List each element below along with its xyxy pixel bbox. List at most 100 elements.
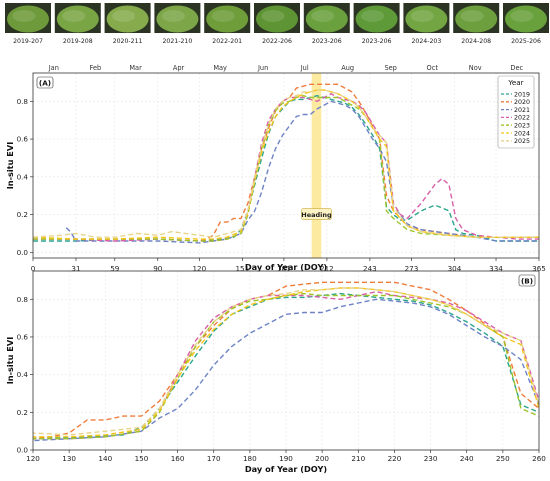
photo-date-label: 2022-201 [212, 38, 242, 45]
x-tick-label: 120 [26, 454, 40, 463]
x-tick-label: 151 [235, 264, 249, 273]
series-line-2023 [33, 95, 539, 242]
x-tick-label: 230 [424, 454, 438, 463]
photo-canopy [455, 5, 498, 33]
photo-canopy [56, 5, 99, 33]
x-tick-label: 59 [110, 264, 120, 273]
series-group [33, 83, 539, 244]
photo-canopy [106, 5, 149, 33]
series-line-2021 [33, 298, 539, 442]
panel-label-box [36, 76, 54, 89]
legend-entry: 2020 [514, 99, 530, 106]
y-tick-label: 0.8 [17, 97, 29, 106]
month-label: Dec [510, 64, 523, 72]
x-tick-label: 130 [62, 454, 76, 463]
series-line-2023 [33, 292, 539, 440]
x-tick-label: 150 [135, 454, 149, 463]
month-label: Nov [469, 64, 482, 72]
photo-highlight [361, 10, 385, 22]
y-axis-label: In-situ EVI [5, 142, 15, 190]
photo-highlight [12, 10, 36, 22]
y-tick-label: 0.6 [17, 135, 29, 144]
photo-canopy [505, 5, 547, 33]
legend-entry: 2021 [514, 107, 530, 114]
x-tick-label: 31 [71, 264, 80, 273]
series-line-2024 [33, 287, 539, 438]
photo-canopy [405, 5, 448, 33]
x-tick-label: 273 [405, 264, 419, 273]
photo-canopy [305, 5, 348, 33]
series-line-2025 [33, 89, 539, 238]
x-tick-label: 180 [243, 454, 257, 463]
field-photo: 2022-201 [204, 3, 251, 45]
month-label: Feb [90, 64, 102, 72]
series-line-2019 [33, 95, 539, 242]
month-label: Jun [257, 64, 268, 72]
month-label: Mar [129, 64, 142, 72]
x-tick-label: 210 [351, 454, 365, 463]
photo-highlight [211, 10, 235, 22]
x-tick-label: 200 [315, 454, 329, 463]
photo-highlight [410, 10, 434, 22]
legend-title: Year [507, 78, 523, 87]
x-tick-label: 304 [448, 264, 462, 273]
series-line-2022 [33, 291, 539, 440]
x-axis-label: Day of Year (DOY) [245, 464, 328, 474]
photo-date-label: 2023-206 [362, 38, 392, 45]
photo-date-label: 2022-206 [262, 38, 292, 45]
field-photo: 2022-206 [254, 3, 300, 45]
field-photo: 2019-208 [54, 3, 101, 45]
photo-date-label: 2024-203 [412, 38, 442, 45]
x-tick-label: 250 [496, 454, 510, 463]
photo-date-label: 2020-211 [113, 38, 143, 45]
photo-highlight [112, 10, 136, 22]
x-tick-label: 260 [532, 454, 546, 463]
panel-b: 120 130 140 150 160 170 180 190 200 210 220 230 240 2… [5, 270, 546, 474]
month-label: Jul [300, 64, 309, 72]
photo-highlight [62, 10, 86, 22]
photo-date-label: 2023-206 [312, 38, 342, 45]
x-tick-label: 170 [207, 454, 221, 463]
field-photo: 2024-203 [403, 3, 450, 45]
x-tick-label: 365 [532, 264, 546, 273]
legend-entry: 2024 [514, 130, 530, 137]
series-line-2024 [33, 89, 539, 240]
legend-entry: 2023 [514, 123, 530, 130]
x-tick-label: 240 [460, 454, 474, 463]
month-label: Sep [384, 64, 396, 72]
month-label: Jan [48, 64, 59, 72]
panel-label: (B) [521, 276, 533, 285]
x-tick-label: 120 [192, 264, 206, 273]
field-photo: 2020-211 [104, 3, 151, 45]
photo-canopy [7, 5, 49, 33]
field-photo: 2023-206 [303, 3, 350, 45]
y-tick-label: 0.0 [17, 446, 29, 455]
y-tick-label: 0.0 [17, 248, 29, 257]
legend-entry: 2022 [514, 115, 530, 122]
heading-label-box [301, 208, 332, 220]
month-label: Oct [427, 64, 439, 72]
series-line-2020 [33, 83, 539, 242]
photo-date-label: 2025-206 [511, 38, 541, 45]
field-photo: 2024-208 [453, 3, 500, 45]
photo-strip: 2019-207 2019-208 2020-211 2021-210 2022-201… [5, 3, 549, 45]
field-photo: 2021-210 [154, 3, 201, 45]
field-photo: 2025-206 [503, 3, 549, 45]
month-label: May [213, 64, 227, 72]
photo-highlight [510, 10, 534, 22]
y-tick-label: 0.4 [17, 172, 29, 181]
x-axis-label: Day of Year (DOY) [245, 262, 328, 272]
x-tick-label: 140 [98, 454, 112, 463]
x-tick-label: 212 [320, 264, 334, 273]
panel-a: Heading 0 31 59 90 120 151 181 212 243 273 304 334 36… [5, 64, 546, 273]
x-tick-label: 220 [388, 454, 402, 463]
x-tick-label: 190 [279, 454, 293, 463]
photo-date-label: 2024-208 [461, 38, 491, 45]
photo-highlight [261, 10, 285, 22]
photo-date-label: 2019-208 [63, 38, 93, 45]
photo-highlight [311, 10, 335, 22]
y-axis-label: In-situ EVI [5, 337, 15, 385]
